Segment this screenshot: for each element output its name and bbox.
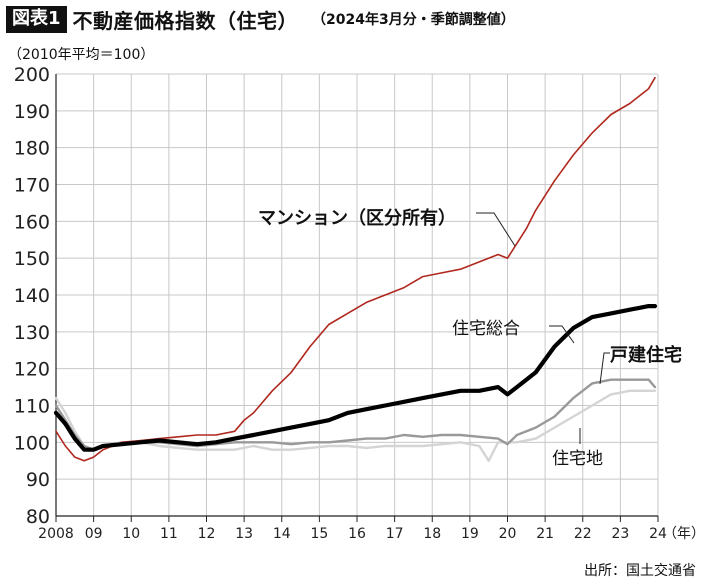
x-unit-label: （年）	[663, 526, 705, 542]
x-tick-label: 12	[198, 526, 216, 542]
x-tick-label: 21	[536, 526, 554, 542]
label-kodate: 戸建住宅	[610, 344, 682, 366]
x-tick-label: 15	[310, 526, 328, 542]
x-tick-label: 14	[273, 526, 291, 542]
y-tick-label: 190	[14, 101, 50, 123]
x-tick-label: 23	[611, 526, 629, 542]
y-tick-label: 110	[14, 396, 50, 418]
y-tick-label: 90	[26, 469, 50, 491]
y-tick-label: 180	[14, 138, 50, 160]
x-tick-label: 20	[499, 526, 517, 542]
chart-subtitle: （2024年3月分・季節調整値）	[312, 12, 515, 28]
x-tick-label: 18	[423, 526, 441, 542]
figure-badge: 図表1	[6, 5, 67, 33]
leader-line	[599, 352, 610, 385]
x-tick-label: 22	[574, 526, 592, 542]
label-sogo: 住宅総合	[452, 319, 520, 339]
x-tick-label: 09	[85, 526, 103, 542]
series-line-mansion	[55, 76, 656, 462]
y-tick-label: 170	[14, 175, 50, 197]
y-tick-label: 150	[14, 248, 50, 270]
x-tick-label: 10	[122, 526, 140, 542]
y-tick-label: 130	[14, 322, 50, 344]
y-tick-label: 200	[14, 64, 50, 86]
x-tick-label: 16	[348, 526, 366, 542]
series-line-sogo	[53, 304, 658, 452]
x-tick-label: 24	[649, 526, 667, 542]
x-tick-label: 19	[461, 526, 479, 542]
y-tick-label: 140	[14, 285, 50, 307]
leader-line	[476, 212, 516, 247]
x-tick-label: 17	[386, 526, 404, 542]
label-mansion: マンション（区分所有）	[258, 207, 456, 229]
chart-title: 不動産価格指数（住宅）	[72, 8, 299, 33]
x-tick-label: 11	[160, 526, 178, 542]
y-tick-label: 160	[14, 211, 50, 233]
x-tick-label: 2008	[38, 526, 74, 542]
y-tick-label: 80	[26, 506, 50, 528]
label-takuchi: 住宅地	[552, 449, 603, 469]
y-tick-label: 120	[14, 359, 50, 381]
source-note: 出所：国土交通省	[584, 563, 696, 579]
y-unit-label: （2010年平均＝100）	[8, 47, 155, 63]
y-tick-label: 100	[14, 432, 50, 454]
leader-line	[549, 325, 575, 344]
chart-header: 図表1 不動産価格指数（住宅） （2024年3月分・季節調整値）	[6, 4, 515, 34]
x-tick-label: 13	[235, 526, 253, 542]
